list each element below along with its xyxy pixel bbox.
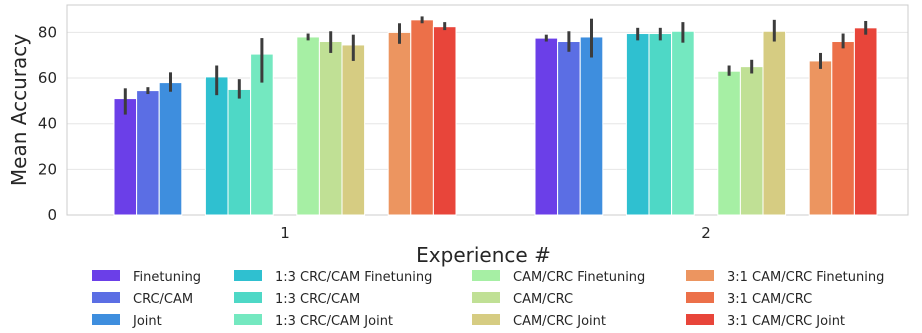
bar [717, 70, 741, 216]
legend-swatch [686, 314, 714, 325]
legend-swatch [686, 292, 714, 303]
y-tick-labels: 0 20 40 60 80 [38, 23, 57, 224]
legend-swatch [686, 270, 714, 281]
bar [739, 66, 764, 216]
legend-swatch [472, 314, 500, 325]
bar [762, 30, 787, 216]
legend-label: Finetuning [133, 270, 201, 285]
bar [831, 41, 855, 216]
bar [113, 98, 138, 216]
y-tick-label: 60 [38, 69, 57, 87]
legend-label: CAM/CRC Finetuning [513, 270, 645, 285]
bar [204, 76, 229, 216]
bars [113, 19, 878, 216]
legend-swatch [234, 270, 262, 281]
bar [534, 37, 559, 216]
plot-frame [66, 4, 909, 216]
legend-label: CAM/CRC Joint [513, 314, 606, 329]
bar [387, 31, 412, 216]
legend-label: CAM/CRC [513, 292, 573, 307]
bar [136, 90, 160, 216]
legend-label: CRC/CAM [133, 292, 193, 307]
legend-swatch [472, 292, 500, 303]
legend-swatch [472, 270, 500, 281]
y-tick-label: 20 [38, 160, 57, 178]
error-bars [123, 16, 868, 115]
bar [296, 36, 320, 216]
x-axis-title: Experience # [416, 243, 551, 267]
y-tick-label: 80 [38, 23, 57, 41]
legend-swatch [92, 270, 120, 281]
bar [648, 33, 673, 216]
bar [341, 44, 366, 216]
legend-label: 1:3 CRC/CAM Finetuning [275, 270, 432, 285]
bar [318, 41, 343, 216]
bar [671, 30, 695, 216]
legend-label: 3:1 CAM/CRC [727, 292, 812, 307]
bar [557, 41, 581, 216]
bar [227, 88, 252, 216]
legend-swatch [92, 292, 120, 303]
y-axis-title: Mean Accuracy [7, 34, 31, 186]
legend-label: 3:1 CAM/CRC Joint [727, 314, 845, 329]
bar [410, 19, 434, 216]
x-tick-label: 2 [701, 224, 711, 242]
bar [432, 26, 457, 216]
x-tick-label: 1 [280, 224, 290, 242]
bar [625, 33, 650, 216]
bar [808, 60, 833, 216]
legend-swatch [234, 292, 262, 303]
legend-swatch [92, 314, 120, 325]
legend-swatch [234, 314, 262, 325]
legend-label: 3:1 CAM/CRC Finetuning [727, 270, 884, 285]
legend-label: Joint [132, 314, 162, 329]
bar [579, 36, 604, 216]
legend-label: 1:3 CRC/CAM Joint [275, 314, 393, 329]
y-tick-label: 40 [38, 115, 57, 133]
legend: Finetuning CRC/CAM Joint 1:3 CRC/CAM Finetu… [92, 270, 884, 329]
y-tick-label: 0 [47, 206, 57, 224]
bar [158, 82, 183, 216]
bar [853, 27, 878, 216]
legend-label: 1:3 CRC/CAM [275, 292, 360, 307]
